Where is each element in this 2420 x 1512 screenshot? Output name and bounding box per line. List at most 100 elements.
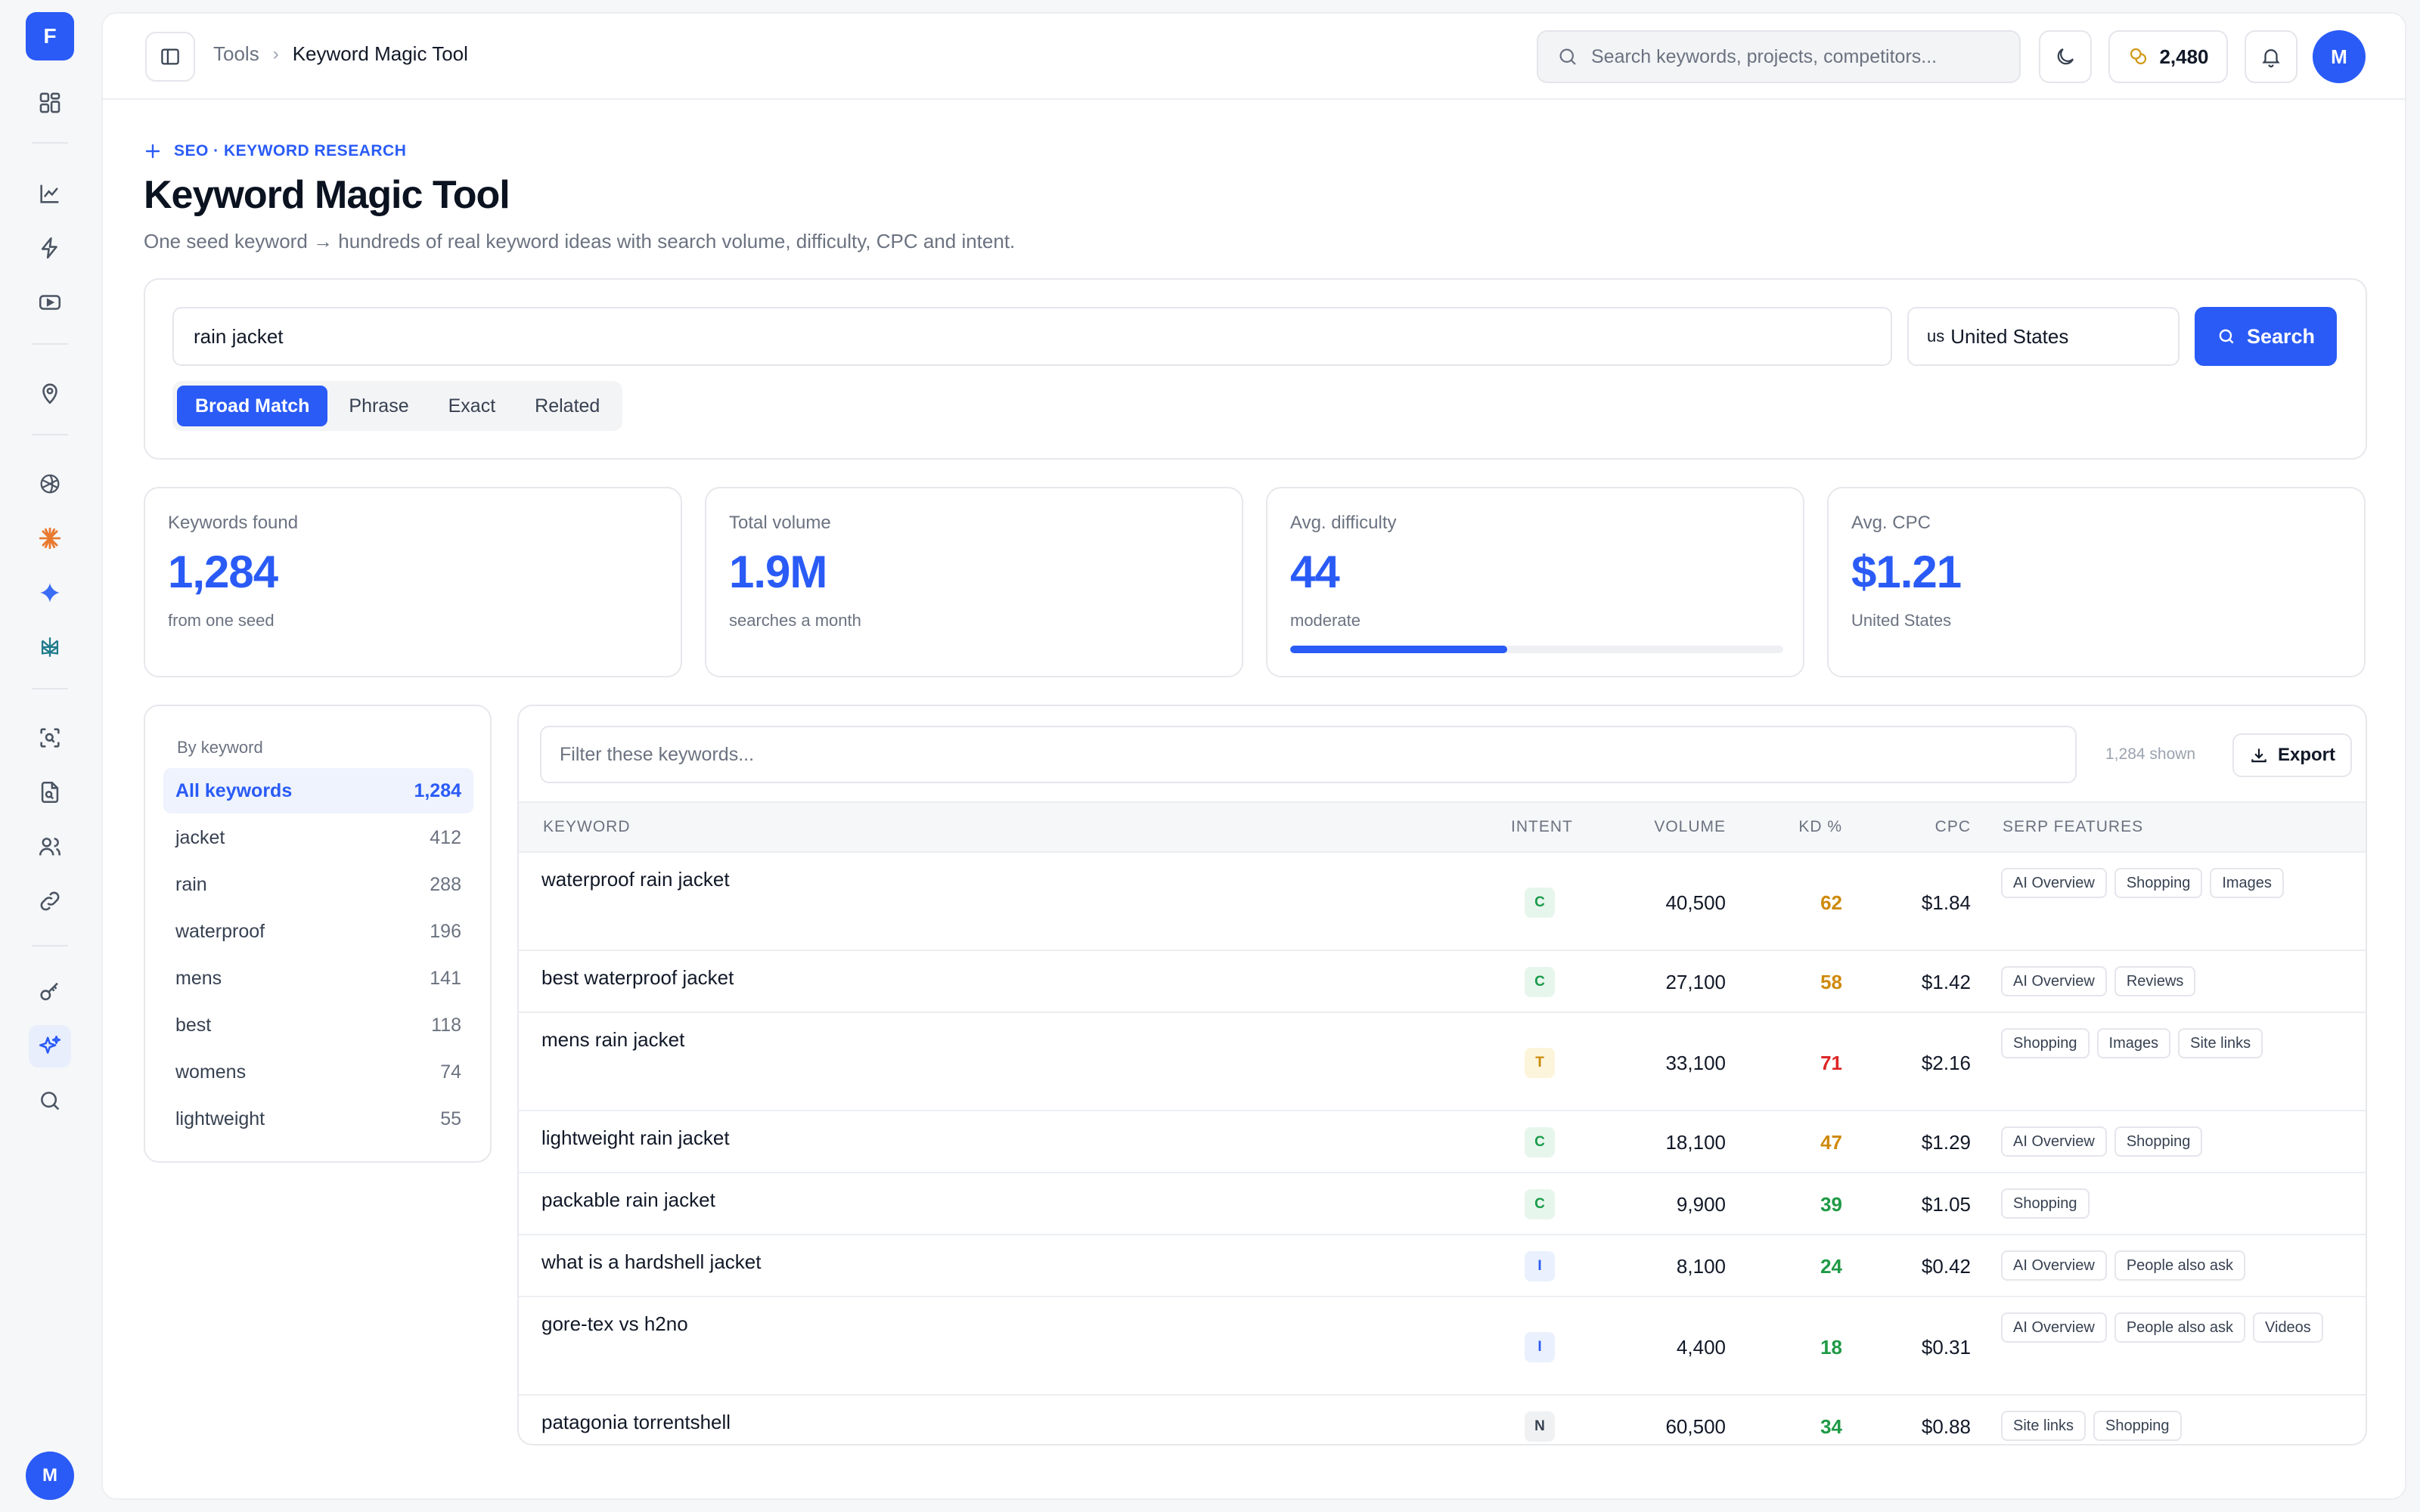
notifications-button[interactable] (2245, 30, 2297, 83)
facet-count: 412 (430, 826, 461, 848)
user-avatar[interactable]: M (26, 1452, 74, 1500)
cpc-cell: $1.29 (1921, 1131, 1971, 1154)
facet-item[interactable]: womens 74 (163, 1049, 473, 1095)
users-icon[interactable] (29, 826, 71, 868)
facet-item[interactable]: rain 288 (163, 862, 473, 907)
keyword-cell[interactable]: gore-tex vs h2no (541, 1312, 688, 1335)
link-icon[interactable] (29, 880, 71, 922)
col-keyword[interactable]: KEYWORD (543, 818, 631, 835)
keyword-cell[interactable]: lightweight rain jacket (541, 1126, 730, 1149)
gemini-icon[interactable] (29, 572, 71, 614)
tab-related[interactable]: Related (535, 395, 600, 417)
serp-features: AI Overview Shopping Images (2001, 868, 2349, 898)
keyword-cell[interactable]: patagonia torrentshell (541, 1411, 731, 1433)
stat-label: Avg. difficulty (1290, 513, 1397, 533)
sidebar-toggle-button[interactable] (145, 32, 195, 82)
tab-broad-match[interactable]: Broad Match (177, 386, 328, 426)
sparkles-icon[interactable] (29, 1025, 71, 1067)
table-row[interactable]: best waterproof jacket C 27,100 58 $1.42 AI O… (519, 951, 2366, 1013)
intent-badge: I (1525, 1251, 1555, 1281)
credits-button[interactable]: 2,480 (2108, 30, 2228, 83)
scan-icon[interactable] (29, 717, 71, 759)
keyword-cell[interactable]: mens rain jacket (541, 1028, 685, 1051)
intent-badge: T (1525, 1048, 1555, 1078)
line-chart-icon[interactable] (29, 172, 71, 215)
shown-count: 1,284 shown (2105, 745, 2196, 763)
intent-badge: N (1525, 1411, 1555, 1442)
filter-keywords-input[interactable] (540, 726, 2077, 783)
cpc-cell: $1.84 (1921, 891, 1971, 914)
volume-cell: 9,900 (1676, 1193, 1726, 1216)
app-logo[interactable]: F (26, 12, 74, 60)
facet-item[interactable]: lightweight 55 (163, 1096, 473, 1142)
export-button[interactable]: Export (2232, 733, 2352, 777)
facet-count: 196 (430, 920, 461, 942)
keyword-cell[interactable]: what is a hardshell jacket (541, 1250, 762, 1273)
col-intent[interactable]: INTENT (1511, 818, 1573, 835)
seed-keyword-input[interactable] (172, 307, 1892, 366)
download-icon (2251, 748, 2266, 763)
facet-item[interactable]: best 118 (163, 1002, 473, 1048)
openai-icon[interactable] (29, 463, 71, 505)
table-row[interactable]: packable rain jacket C 9,900 39 $1.05 Shoppin… (519, 1173, 2366, 1235)
serp-features: Shopping (2001, 1188, 2349, 1219)
cpc-cell: $1.05 (1921, 1193, 1971, 1216)
stat-card-avg-cpc: Avg. CPC $1.21 United States (1827, 487, 2366, 677)
col-kd[interactable]: KD % (1798, 818, 1842, 835)
facet-count: 141 (430, 967, 461, 989)
serp-feature-chip: Site links (2178, 1028, 2263, 1058)
stat-card-keywords-found: Keywords found 1,284 from one seed (144, 487, 682, 677)
bolt-icon[interactable] (29, 227, 71, 269)
serp-feature-chip: Site links (2001, 1411, 2086, 1441)
search-button[interactable]: Search (2195, 307, 2337, 366)
keyword-facets: By keyword All keywords 1,284 jacket 412 rai… (144, 705, 492, 1163)
top-bar: Tools › Keyword Magic Tool Search keywor… (103, 14, 2405, 100)
keyword-cell[interactable]: packable rain jacket (541, 1188, 715, 1211)
serp-features: AI Overview Shopping (2001, 1126, 2349, 1157)
keyword-cell[interactable]: best waterproof jacket (541, 966, 734, 989)
country-select[interactable]: us United States (1907, 307, 2180, 366)
stat-value: 1.9M (729, 547, 827, 597)
cpc-cell: $1.42 (1921, 971, 1971, 993)
search-icon[interactable] (29, 1080, 71, 1122)
keyword-cell[interactable]: waterproof rain jacket (541, 868, 730, 891)
youtube-icon[interactable] (29, 281, 71, 324)
sidebar-icon (161, 48, 179, 65)
serp-features: AI Overview People also ask Videos (2001, 1312, 2349, 1343)
col-cpc[interactable]: CPC (1934, 818, 1971, 835)
table-row[interactable]: what is a hardshell jacket I 8,100 24 $0.42 A… (519, 1235, 2366, 1297)
tab-exact[interactable]: Exact (448, 395, 496, 417)
perplexity-icon[interactable] (29, 626, 71, 668)
facet-label: womens (175, 1061, 247, 1083)
table-row[interactable]: patagonia torrentshell N 60,500 34 $0.88 Site… (519, 1396, 2366, 1444)
col-volume[interactable]: VOLUME (1654, 818, 1726, 835)
key-icon[interactable] (29, 971, 71, 1013)
breadcrumb-tools[interactable]: Tools (213, 42, 259, 65)
dashboard-icon[interactable] (29, 82, 71, 124)
table-row[interactable]: gore-tex vs h2no I 4,400 18 $0.31 AI Overview… (519, 1297, 2366, 1396)
facet-count: 118 (431, 1014, 461, 1036)
facet-item[interactable]: mens 141 (163, 956, 473, 1001)
facet-item[interactable]: waterproof 196 (163, 909, 473, 954)
account-avatar[interactable]: M (2313, 30, 2366, 83)
moon-icon (2057, 48, 2074, 65)
tab-phrase[interactable]: Phrase (349, 395, 409, 417)
stat-sub: from one seed (168, 611, 275, 630)
table-row[interactable]: lightweight rain jacket C 18,100 47 $1.29 AI … (519, 1111, 2366, 1173)
facet-item[interactable]: All keywords 1,284 (163, 768, 473, 813)
global-search-input[interactable]: Search keywords, projects, competitors..… (1537, 30, 2021, 83)
volume-cell: 8,100 (1676, 1255, 1726, 1278)
serp-feature-chip: AI Overview (2001, 966, 2107, 996)
facet-label: rain (175, 873, 207, 895)
file-search-icon[interactable] (29, 771, 71, 813)
table-row[interactable]: mens rain jacket T 33,100 71 $2.16 Shopping Im… (519, 1013, 2366, 1111)
claude-icon[interactable] (29, 517, 71, 559)
serp-features: Site links Shopping (2001, 1411, 2349, 1441)
coins-icon (2130, 48, 2147, 65)
table-header: KEYWORD INTENT VOLUME KD % CPC SERP FEAT… (519, 801, 2366, 853)
stat-card-total-volume: Total volume 1.9M searches a month (705, 487, 1243, 677)
map-pin-icon[interactable] (29, 372, 71, 414)
table-row[interactable]: waterproof rain jacket C 40,500 62 $1.84 AI O… (519, 853, 2366, 951)
facet-item[interactable]: jacket 412 (163, 815, 473, 860)
theme-toggle-button[interactable] (2039, 30, 2092, 83)
